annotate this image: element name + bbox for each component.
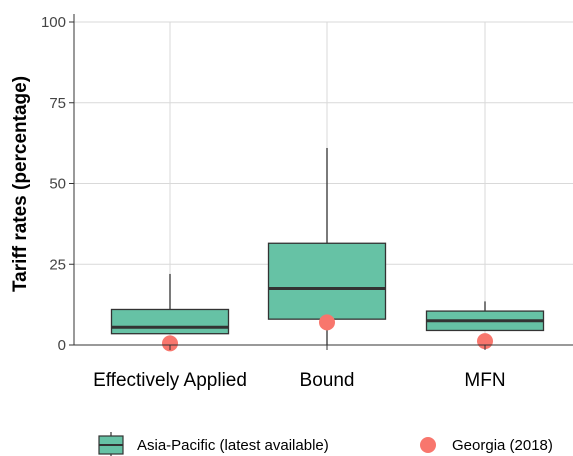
y-tick-label-25: 25 xyxy=(49,256,66,273)
georgia-point-1 xyxy=(319,314,335,331)
box-body-0 xyxy=(110,308,230,335)
grid-layer xyxy=(74,21,573,346)
y-tick-label-50: 50 xyxy=(49,176,66,193)
x-category-label-0: Effectively Applied xyxy=(93,370,247,391)
georgia-point-0 xyxy=(162,335,178,352)
x-category-label-2: MFN xyxy=(464,370,505,391)
legend-key-box xyxy=(98,432,124,456)
box-0 xyxy=(110,273,230,335)
y-tick-label-100: 100 xyxy=(41,14,66,31)
y-tick-label-0: 0 xyxy=(58,337,66,354)
box-2 xyxy=(425,301,545,332)
point-layer xyxy=(162,314,493,352)
box-layer xyxy=(110,147,545,345)
box-body-1 xyxy=(267,242,387,320)
legend-label-asia-pacific: Asia-Pacific (latest available) xyxy=(137,437,329,454)
box-1 xyxy=(267,147,387,345)
legend-key-point xyxy=(420,437,436,453)
axis-layer: 0 25 50 75 100 Effectively Applied Bound MFN xyxy=(41,14,573,391)
legend-label-georgia: Georgia (2018) xyxy=(452,437,553,454)
y-tick-label-75: 75 xyxy=(49,95,66,112)
x-category-label-1: Bound xyxy=(300,370,355,391)
y-axis-title: Tariff rates (percentage) xyxy=(10,76,31,292)
legend: Asia-Pacific (latest available) Georgia (… xyxy=(98,432,553,456)
